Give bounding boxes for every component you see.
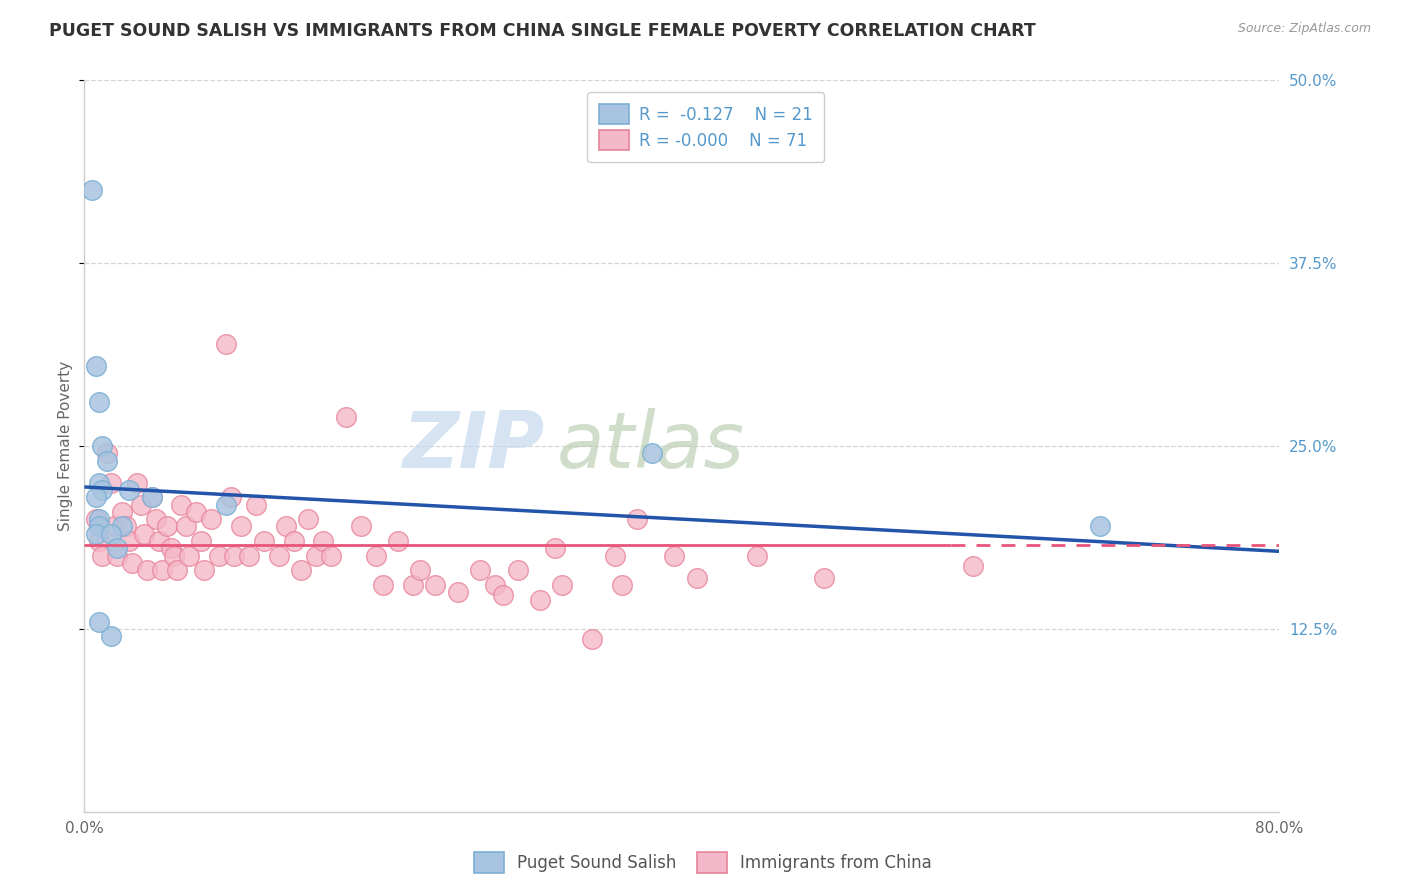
- Point: [215, 498, 238, 512]
- Point: [962, 558, 984, 573]
- Point: [86, 490, 108, 504]
- Text: atlas: atlas: [557, 408, 744, 484]
- Point: [387, 534, 409, 549]
- Point: [160, 541, 183, 556]
- Point: [91, 439, 114, 453]
- Point: [297, 512, 319, 526]
- Point: [86, 359, 108, 373]
- Point: [245, 498, 267, 512]
- Point: [484, 578, 506, 592]
- Point: [686, 571, 709, 585]
- Point: [115, 519, 138, 533]
- Point: [111, 505, 134, 519]
- Point: [447, 585, 470, 599]
- Point: [267, 549, 290, 563]
- Point: [150, 563, 173, 577]
- Point: [80, 183, 103, 197]
- Point: [89, 519, 111, 533]
- Point: [174, 519, 197, 533]
- Point: [118, 534, 141, 549]
- Point: [91, 549, 114, 563]
- Point: [641, 446, 664, 460]
- Legend: R =  -0.127    N = 21, R = -0.000    N = 71: R = -0.127 N = 21, R = -0.000 N = 71: [588, 92, 824, 162]
- Point: [626, 512, 648, 526]
- Point: [89, 615, 111, 629]
- Point: [253, 534, 276, 549]
- Point: [581, 632, 603, 646]
- Text: Source: ZipAtlas.com: Source: ZipAtlas.com: [1237, 22, 1371, 36]
- Point: [350, 519, 373, 533]
- Point: [91, 483, 114, 497]
- Point: [319, 549, 342, 563]
- Point: [470, 563, 492, 577]
- Point: [305, 549, 328, 563]
- Point: [283, 534, 305, 549]
- Point: [89, 534, 111, 549]
- Point: [664, 549, 686, 563]
- Point: [166, 563, 188, 577]
- Point: [551, 578, 574, 592]
- Point: [89, 395, 111, 409]
- Point: [492, 588, 515, 602]
- Text: PUGET SOUND SALISH VS IMMIGRANTS FROM CHINA SINGLE FEMALE POVERTY CORRELATION CH: PUGET SOUND SALISH VS IMMIGRANTS FROM CH…: [49, 22, 1036, 40]
- Point: [745, 549, 768, 563]
- Point: [89, 475, 111, 490]
- Point: [425, 578, 447, 592]
- Point: [86, 526, 108, 541]
- Point: [215, 336, 238, 351]
- Point: [86, 512, 108, 526]
- Point: [610, 578, 633, 592]
- Point: [402, 578, 425, 592]
- Point: [105, 549, 128, 563]
- Point: [544, 541, 567, 556]
- Point: [155, 519, 177, 533]
- Point: [364, 549, 387, 563]
- Point: [506, 563, 529, 577]
- Point: [409, 563, 432, 577]
- Point: [208, 549, 231, 563]
- Point: [121, 556, 143, 570]
- Y-axis label: Single Female Poverty: Single Female Poverty: [58, 361, 73, 531]
- Point: [89, 512, 111, 526]
- Point: [200, 512, 222, 526]
- Point: [222, 549, 245, 563]
- Point: [238, 549, 260, 563]
- Point: [193, 563, 215, 577]
- Point: [96, 446, 118, 460]
- Point: [190, 534, 212, 549]
- Point: [132, 526, 156, 541]
- Point: [141, 490, 163, 504]
- Point: [529, 592, 551, 607]
- Point: [125, 475, 148, 490]
- Point: [371, 578, 394, 592]
- Point: [105, 541, 128, 556]
- Point: [170, 498, 193, 512]
- Point: [219, 490, 242, 504]
- Point: [290, 563, 312, 577]
- Point: [100, 629, 122, 643]
- Point: [136, 563, 159, 577]
- Text: ZIP: ZIP: [402, 408, 544, 484]
- Point: [312, 534, 335, 549]
- Point: [163, 549, 186, 563]
- Point: [603, 549, 626, 563]
- Point: [145, 512, 167, 526]
- Point: [96, 453, 118, 467]
- Point: [335, 409, 357, 424]
- Point: [141, 490, 163, 504]
- Point: [231, 519, 253, 533]
- Point: [177, 549, 200, 563]
- Point: [118, 483, 141, 497]
- Point: [100, 475, 122, 490]
- Point: [813, 571, 835, 585]
- Legend: Puget Sound Salish, Immigrants from China: Puget Sound Salish, Immigrants from Chin…: [467, 846, 939, 880]
- Point: [111, 519, 134, 533]
- Point: [186, 505, 208, 519]
- Point: [103, 519, 125, 533]
- Point: [129, 498, 152, 512]
- Point: [1090, 519, 1112, 533]
- Point: [274, 519, 297, 533]
- Point: [100, 526, 122, 541]
- Point: [148, 534, 170, 549]
